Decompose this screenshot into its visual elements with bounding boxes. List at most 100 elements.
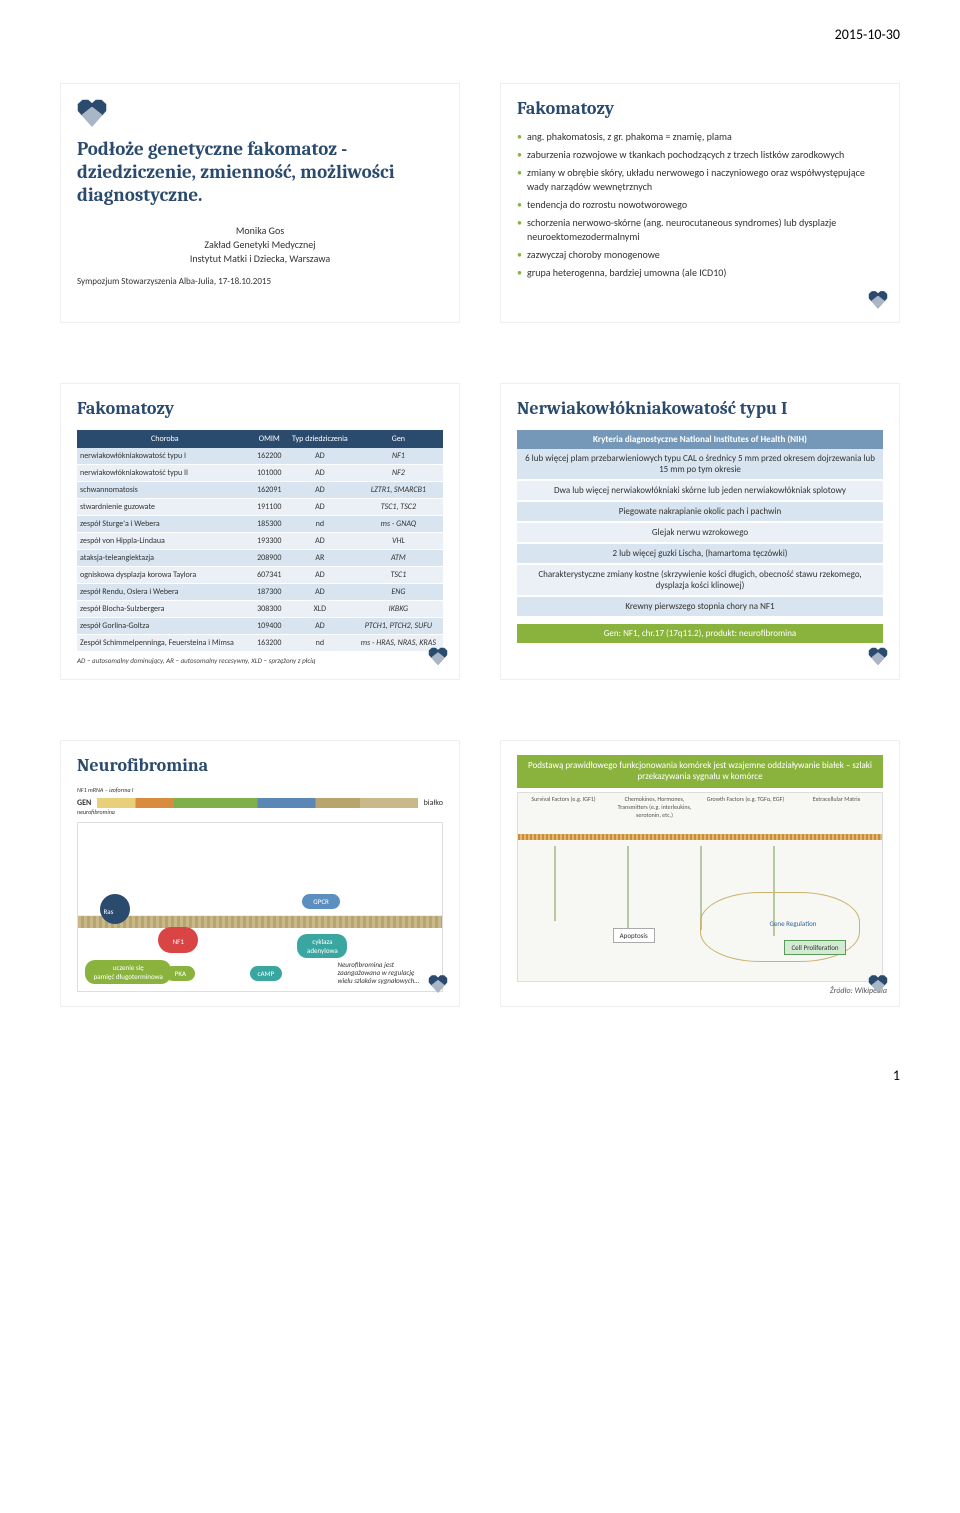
author-name: Monika Gos — [77, 224, 443, 238]
uczenie-box: uczenie się pamięć długoterminowa — [85, 960, 171, 984]
table-row: zespół von Hippla-Lindaua193300ADVHL — [77, 532, 443, 549]
table-cell: 162091 — [253, 481, 286, 498]
table-cell: 607341 — [253, 566, 286, 583]
table-cell: ENG — [354, 583, 443, 600]
corner-logo-icon — [427, 647, 449, 669]
table-cell: nd — [286, 634, 354, 651]
proliferation-box: Cell Proliferation — [784, 940, 845, 955]
table-cell: 208900 — [253, 549, 286, 566]
table-row: stwardnienie guzowate191100ADTSC1, TSC2 — [77, 498, 443, 515]
table-cell: TSC1 — [354, 566, 443, 583]
table-cell: 109400 — [253, 617, 286, 634]
table-header: Typ dziedziczenia — [286, 430, 354, 448]
table-cell: PTCH1, PTCH2, SUFU — [354, 617, 443, 634]
gene-band: GEN białko — [77, 798, 443, 808]
criteria-list: 6 lub więcej plam przebarwieniowych typu… — [517, 449, 883, 618]
table-cell: NF1 — [354, 448, 443, 465]
table-cell: 162200 — [253, 448, 286, 465]
table-cell: AD — [286, 532, 354, 549]
table-cell: zespół von Hippla-Lindaua — [77, 532, 253, 549]
top-label: Growth Factors (e.g. TGFα, EGF) — [705, 795, 785, 819]
slide-1-author: Monika Gos Zakład Genetyki Medycznej Ins… — [77, 224, 443, 266]
table-cell: VHL — [354, 532, 443, 549]
table-cell: AD — [286, 566, 354, 583]
criteria-item: Dwa lub więcej nerwiakowłókniaki skórne … — [517, 481, 883, 502]
table-row: schwannomatosis162091ADLZTR1, SMARCB1 — [77, 481, 443, 498]
top-label: Chemokines, Hormones, Transmitters (e.g.… — [614, 795, 694, 819]
criteria-item: 2 lub więcej guzki Lischa, (hamartoma tę… — [517, 544, 883, 565]
camp-box: cAMP — [250, 966, 282, 981]
top-label: Survival Factors (e.g. IGF1) — [523, 795, 603, 819]
table-cell: Zespół Schimmelpenninga, Feuersteina i M… — [77, 634, 253, 651]
table-cell: LZTR1, SMARCB1 — [354, 481, 443, 498]
signal-diagram: Survival Factors (e.g. IGF1) Chemokines, … — [517, 792, 883, 982]
slide-4: Nerwiakowłókniakowatość typu I Kryteria … — [500, 383, 900, 680]
author-dept: Zakład Genetyki Medycznej — [77, 238, 443, 252]
nf1-label: NF1 — [173, 937, 184, 946]
corner-logo-icon — [867, 647, 889, 669]
table-cell: 187300 — [253, 583, 286, 600]
page-number: 1 — [60, 1067, 900, 1084]
table-cell: zespół Sturge'a i Webera — [77, 515, 253, 532]
table-row: zespół Rendu, Oslera i Webera187300ADENG — [77, 583, 443, 600]
heart-logo-icon — [75, 98, 109, 132]
table-cell: AD — [286, 498, 354, 515]
slide-3: Fakomatozy ChorobaOMIMTyp dziedziczeniaG… — [60, 383, 460, 680]
criteria-item: Piegowate nakrapianie okolic pach i pach… — [517, 502, 883, 523]
table-cell: 185300 — [253, 515, 286, 532]
table-cell: TSC1, TSC2 — [354, 498, 443, 515]
table-row: ogniskowa dysplazja korowa Taylora607341… — [77, 566, 443, 583]
table-cell: ataksja-teleangiektazja — [77, 549, 253, 566]
table-cell: AD — [286, 481, 354, 498]
bullet-item: grupa heterogenna, bardziej umowna (ale … — [517, 266, 883, 280]
table-footnote: AD – autosomalny dominujący, AR – autoso… — [77, 656, 443, 665]
bullet-item: zmiany w obrębie skóry, układu nerwowego… — [517, 166, 883, 194]
slide-5-title: Neurofibromina — [77, 755, 443, 777]
table-cell: AR — [286, 549, 354, 566]
table-row: nerwiakowłókniakowatość typu II101000ADN… — [77, 464, 443, 481]
table-cell: NF2 — [354, 464, 443, 481]
table-cell: 191100 — [253, 498, 286, 515]
table-cell: IKBKG — [354, 600, 443, 617]
gen-label: GEN — [77, 798, 91, 808]
table-cell: nerwiakowłókniakowatość typu I — [77, 448, 253, 465]
corner-logo-icon — [427, 974, 449, 996]
table-row: nerwiakowłókniakowatość typu I162200ADNF… — [77, 448, 443, 465]
bullet-item: zazwyczaj choroby monogenowe — [517, 248, 883, 262]
criteria-header: Kryteria diagnostyczne National Institut… — [517, 430, 883, 449]
nf-small-label: neurofibromina — [77, 808, 443, 816]
slide-row-1: Podłoże genetyczne fakomatoz - dziedzicz… — [60, 83, 900, 323]
protein-label: białko — [424, 798, 443, 808]
table-row: ataksja-teleangiektazja208900ARATM — [77, 549, 443, 566]
table-cell: ATM — [354, 549, 443, 566]
table-cell: stwardnienie guzowate — [77, 498, 253, 515]
slide-1-title: Podłoże genetyczne fakomatoz - dziedzicz… — [77, 138, 443, 206]
slide-row-3: Neurofibromina NF1 mRNA – izoforma I GEN… — [60, 740, 900, 1008]
gene-box: Gen: NF1, chr.17 (17q11.2), produkt: neu… — [517, 624, 883, 643]
slide-3-title: Fakomatozy — [77, 398, 443, 420]
mrna-label: NF1 mRNA – izoforma I — [77, 786, 443, 794]
bullet-item: tendencja do rozrostu nowotworowego — [517, 198, 883, 212]
table-cell: zespół Rendu, Oslera i Webera — [77, 583, 253, 600]
table-cell: 193300 — [253, 532, 286, 549]
author-inst: Instytut Matki i Dziecka, Warszawa — [77, 252, 443, 266]
slide-6: Podstawą prawidłowego funkcjonowania kom… — [500, 740, 900, 1008]
slide-2: Fakomatozy ang. phakomatosis, z gr. phak… — [500, 83, 900, 323]
neurofibromin-diagram: Ras NF1 GPCR cyklaza adenylowa cAMP PKA … — [77, 822, 443, 992]
table-cell: AD — [286, 464, 354, 481]
criteria-item: Charakterystyczne zmiany kostne (skrzywi… — [517, 565, 883, 597]
cyklaza-box: cyklaza adenylowa — [297, 934, 347, 958]
slide-4-title: Nerwiakowłókniakowatość typu I — [517, 398, 883, 420]
top-label: Extracellular Matrix — [796, 795, 876, 819]
criteria-item: Glejak nerwu wzrokowego — [517, 523, 883, 544]
top-labels: Survival Factors (e.g. IGF1) Chemokines, … — [518, 795, 882, 819]
table-cell: 308300 — [253, 600, 286, 617]
table-row: Zespół Schimmelpenninga, Feuersteina i M… — [77, 634, 443, 651]
apoptosis-box: Apoptosis — [613, 928, 655, 943]
table-cell: ogniskowa dysplazja korowa Taylora — [77, 566, 253, 583]
gene-reg-box: Gene Regulation — [770, 919, 817, 928]
table-cell: AD — [286, 583, 354, 600]
criteria-item: 6 lub więcej plam przebarwieniowych typu… — [517, 449, 883, 481]
slide-1: Podłoże genetyczne fakomatoz - dziedzicz… — [60, 83, 460, 323]
slide-5: Neurofibromina NF1 mRNA – izoforma I GEN… — [60, 740, 460, 1008]
